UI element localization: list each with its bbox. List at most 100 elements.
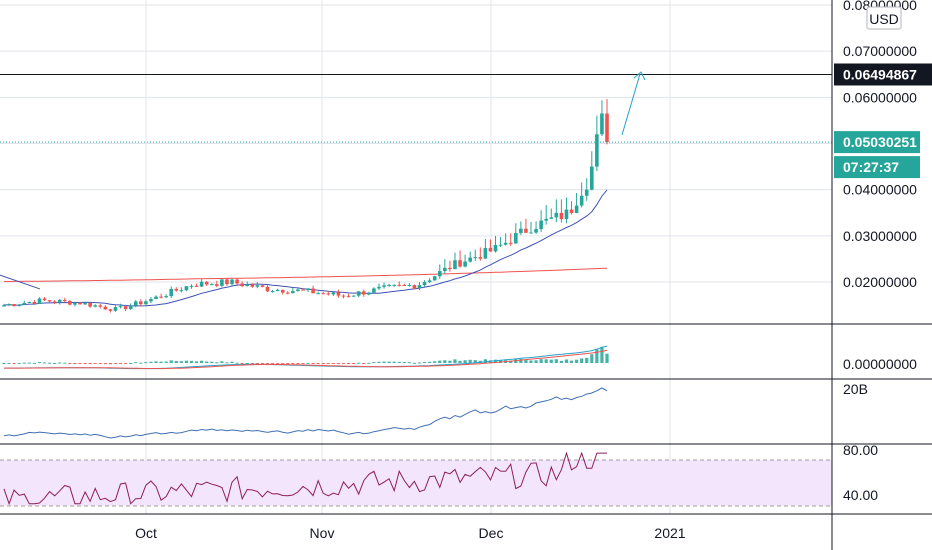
macd-histogram-bar xyxy=(428,361,432,363)
candle-body xyxy=(47,300,52,302)
macd-histogram-bar xyxy=(321,363,325,364)
macd-histogram-bar xyxy=(326,363,330,364)
candle-body xyxy=(255,285,260,287)
macd-histogram-bar xyxy=(549,359,553,363)
macd-histogram-bar xyxy=(448,360,452,363)
macd-histogram-bar xyxy=(468,359,472,363)
macd-histogram-bar xyxy=(230,361,234,363)
candle-body xyxy=(128,305,133,310)
macd-histogram-bar xyxy=(22,362,26,364)
candle-body xyxy=(83,302,87,305)
macd-histogram-bar xyxy=(509,360,513,363)
macd-histogram-bar xyxy=(311,363,315,364)
candle-body xyxy=(123,306,128,310)
macd-histogram-bar xyxy=(382,361,386,363)
volume-label: 20B xyxy=(843,381,868,397)
moving-average-fast xyxy=(3,189,608,307)
macd-histogram-bar xyxy=(215,362,219,364)
macd-histogram-bar xyxy=(559,360,563,363)
macd-histogram-bar xyxy=(367,362,371,364)
x-label-2021: 2021 xyxy=(654,525,685,541)
macd-histogram-bar xyxy=(417,362,422,364)
candle-body xyxy=(427,280,432,283)
candle-body xyxy=(12,304,16,307)
macd-histogram-bar xyxy=(113,363,118,364)
macd-histogram-bar xyxy=(493,359,498,363)
macd-histogram-bar xyxy=(164,361,168,363)
macd-histogram-bar xyxy=(438,360,442,363)
macd-histogram-bar xyxy=(108,363,113,365)
candle-body xyxy=(367,292,371,295)
macd-histogram-bar xyxy=(154,361,158,363)
candle-body xyxy=(316,293,320,295)
macd-histogram-bar xyxy=(118,363,123,364)
candle-body xyxy=(346,296,351,298)
projection-arrow[interactable] xyxy=(621,71,646,136)
macd-histogram-bar xyxy=(407,362,411,364)
macd-histogram-bar xyxy=(63,362,67,364)
candle-body xyxy=(225,279,229,285)
candle-body xyxy=(574,205,579,213)
macd-histogram-bar xyxy=(184,360,189,363)
macd-histogram-bar xyxy=(276,363,280,364)
countdown-text: 07:27:37 xyxy=(843,159,899,175)
macd-histogram-bar xyxy=(346,363,351,364)
price-tick-label: 0.02000000 xyxy=(843,274,917,290)
macd-histogram-bar xyxy=(453,359,457,363)
candle-body xyxy=(63,299,67,301)
candle-body xyxy=(605,113,609,143)
macd-histogram-bar xyxy=(7,362,11,364)
currency-label[interactable]: USD xyxy=(866,6,902,30)
macd-histogram-bar xyxy=(250,363,254,364)
candle-body xyxy=(265,286,270,292)
macd-histogram-bar xyxy=(240,363,244,364)
rsi-tick-80: 80.00 xyxy=(843,442,878,458)
candle-body xyxy=(595,134,599,167)
candle-body xyxy=(458,260,462,267)
macd-histogram-bar xyxy=(48,362,52,364)
macd-histogram-bar xyxy=(68,363,72,364)
macd-histogram-bar xyxy=(27,362,31,364)
candle-body xyxy=(508,242,513,244)
candle-body xyxy=(22,302,27,305)
macd-histogram-bar xyxy=(590,354,594,363)
candle-body xyxy=(453,260,457,270)
candle-body xyxy=(154,296,158,300)
candle-body xyxy=(544,218,548,221)
macd-histogram-bar xyxy=(595,349,599,363)
candle-body xyxy=(103,306,108,310)
candles[interactable] xyxy=(2,99,609,313)
candle-body xyxy=(240,283,244,287)
macd-histogram-bar xyxy=(519,358,523,363)
candle-body xyxy=(488,248,493,252)
resistance-tag: 0.06494867 xyxy=(834,63,932,86)
price-tick-label: 0.03000000 xyxy=(843,228,917,244)
macd-histogram-bar xyxy=(554,359,558,363)
macd-histogram-bar xyxy=(281,363,285,365)
macd-histogram-bar xyxy=(129,362,133,364)
candle-body xyxy=(301,289,305,291)
candle-body xyxy=(432,276,437,281)
macd-histogram-bar xyxy=(139,362,143,364)
currency-text: USD xyxy=(869,11,899,27)
price-axis[interactable]: 0.080000000.070000000.060000000.04000000… xyxy=(843,0,917,290)
candle-body xyxy=(189,285,194,287)
moving-average-fast-head xyxy=(0,274,41,290)
macd-histogram-bar xyxy=(336,363,341,364)
time-axis[interactable]: Oct Nov Dec 2021 xyxy=(135,525,686,541)
macd-histogram-bar xyxy=(93,363,97,364)
macd-histogram-bar xyxy=(397,361,401,363)
macd-histogram-bar xyxy=(159,361,163,363)
candle-body xyxy=(52,301,57,303)
candle-body xyxy=(356,291,361,296)
macd-histogram-bar xyxy=(473,360,477,363)
candle-body xyxy=(478,257,483,259)
candle-body xyxy=(341,295,346,297)
rsi-panel xyxy=(0,451,832,507)
x-label-nov: Nov xyxy=(310,525,335,541)
macd-histogram-bar xyxy=(235,362,239,364)
candle-body xyxy=(448,267,452,270)
macd-histogram-bar xyxy=(564,359,569,363)
macd-histogram-bar xyxy=(392,361,396,363)
